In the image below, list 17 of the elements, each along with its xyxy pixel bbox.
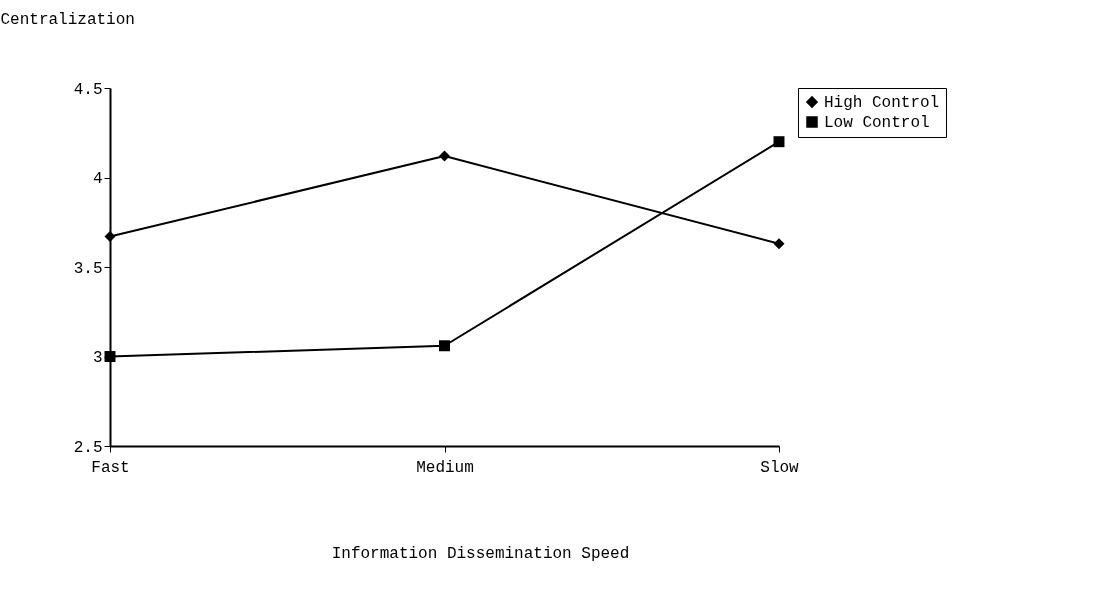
y-axis-title: Centralization (0, 10, 135, 29)
point (439, 340, 450, 352)
x-axis-title: Information Dissemination Speed (331, 544, 630, 563)
x-tick-label: Slow (760, 458, 800, 477)
legend-label: High Control (824, 94, 940, 112)
point (104, 231, 116, 243)
y-tick-label: 4.5 (73, 80, 103, 99)
point (773, 136, 785, 148)
y-tick-label: 4 (92, 170, 103, 188)
x-tick-label: Fast (91, 458, 130, 477)
point (104, 351, 116, 362)
point (773, 238, 785, 250)
y-tick-label: 2.5 (73, 438, 103, 457)
y-tick-label: 3.5 (73, 259, 103, 278)
legend-label: Low Control (824, 114, 930, 132)
y-tick-label: 3 (92, 349, 103, 367)
x-tick-label: Medium (416, 458, 474, 477)
